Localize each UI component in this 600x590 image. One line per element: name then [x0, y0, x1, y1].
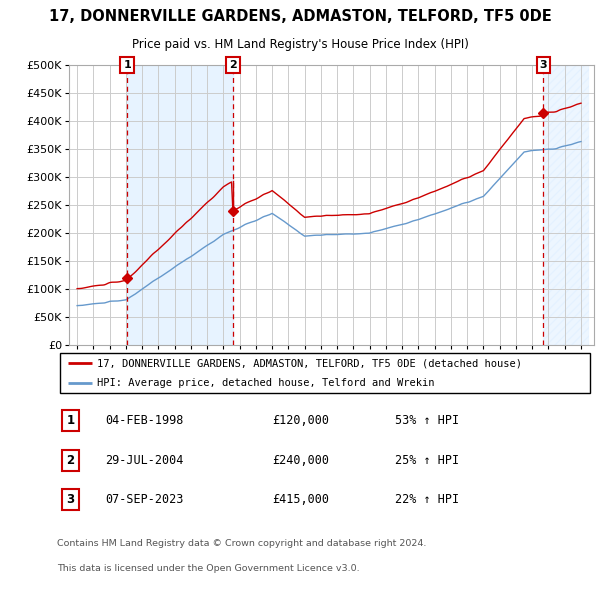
Text: 04-FEB-1998: 04-FEB-1998	[106, 414, 184, 427]
Text: 29-JUL-2004: 29-JUL-2004	[106, 454, 184, 467]
FancyBboxPatch shape	[59, 353, 590, 393]
Text: £240,000: £240,000	[272, 454, 329, 467]
Text: 2: 2	[67, 454, 74, 467]
Text: 3: 3	[539, 60, 547, 70]
Text: HPI: Average price, detached house, Telford and Wrekin: HPI: Average price, detached house, Telf…	[97, 378, 435, 388]
Text: 53% ↑ HPI: 53% ↑ HPI	[395, 414, 460, 427]
Text: 25% ↑ HPI: 25% ↑ HPI	[395, 454, 460, 467]
Text: 1: 1	[67, 414, 74, 427]
Text: 07-SEP-2023: 07-SEP-2023	[106, 493, 184, 506]
Text: Price paid vs. HM Land Registry's House Price Index (HPI): Price paid vs. HM Land Registry's House …	[131, 38, 469, 51]
Bar	[127, 65, 233, 345]
Text: 3: 3	[67, 493, 74, 506]
Text: 1: 1	[124, 60, 131, 70]
Bar	[544, 65, 589, 345]
Text: 2: 2	[229, 60, 237, 70]
Text: 17, DONNERVILLE GARDENS, ADMASTON, TELFORD, TF5 0DE (detached house): 17, DONNERVILLE GARDENS, ADMASTON, TELFO…	[97, 359, 522, 368]
Text: £120,000: £120,000	[272, 414, 329, 427]
Text: This data is licensed under the Open Government Licence v3.0.: This data is licensed under the Open Gov…	[57, 564, 359, 573]
Text: Contains HM Land Registry data © Crown copyright and database right 2024.: Contains HM Land Registry data © Crown c…	[57, 539, 427, 548]
Text: 22% ↑ HPI: 22% ↑ HPI	[395, 493, 460, 506]
Text: £415,000: £415,000	[272, 493, 329, 506]
Text: 17, DONNERVILLE GARDENS, ADMASTON, TELFORD, TF5 0DE: 17, DONNERVILLE GARDENS, ADMASTON, TELFO…	[49, 9, 551, 24]
